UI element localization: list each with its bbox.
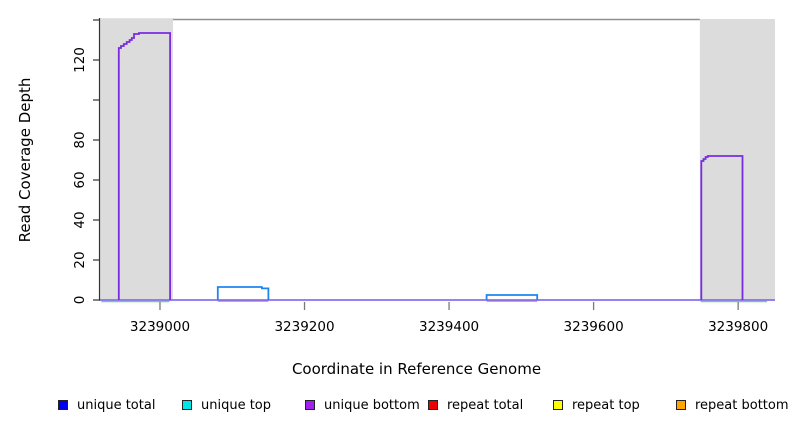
y-tick-label: 120 [72,47,88,73]
y-tick-label: 80 [72,131,88,149]
unique-total-swatch-icon [58,400,68,410]
legend-item-unique-total: unique total [58,397,155,413]
y-tick-label: 60 [72,171,88,189]
y-tick-label: 40 [72,211,88,229]
legend-item-unique-top: unique top [182,397,271,413]
unique-bottom-swatch-icon [305,400,315,410]
x-tick-label: 3239800 [708,319,769,335]
series-unique-total [485,294,539,300]
repeat-total-swatch-icon [428,400,438,410]
repeat-region-left [100,19,173,301]
repeat-bottom-swatch-icon [676,400,686,410]
legend-item-repeat-top: repeat top [553,397,640,413]
x-tick-label: 3239200 [274,319,335,335]
x-tick-label: 3239600 [563,319,624,335]
legend-item-unique-bottom: unique bottom [305,397,420,413]
y-tick-label: 20 [72,251,88,269]
series-unique-bottom [117,32,172,300]
series-unique-total [216,286,270,300]
x-tick-label: 3239400 [419,319,480,335]
x-axis-title: Coordinate in Reference Genome [291,360,542,378]
x-tick-label: 3239000 [129,319,191,335]
repeat-region-right [699,19,775,301]
legend: unique total unique top unique bottom re… [0,397,792,419]
legend-item-repeat-bottom: repeat bottom [676,397,789,413]
y-tick-label: 0 [72,295,88,305]
legend-item-repeat-total: repeat total [428,397,523,413]
unique-top-swatch-icon [182,400,192,410]
y-axis-title: Read Coverage Depth [16,77,34,243]
series-unique-bottom [700,155,744,300]
repeat-top-swatch-icon [553,400,563,410]
